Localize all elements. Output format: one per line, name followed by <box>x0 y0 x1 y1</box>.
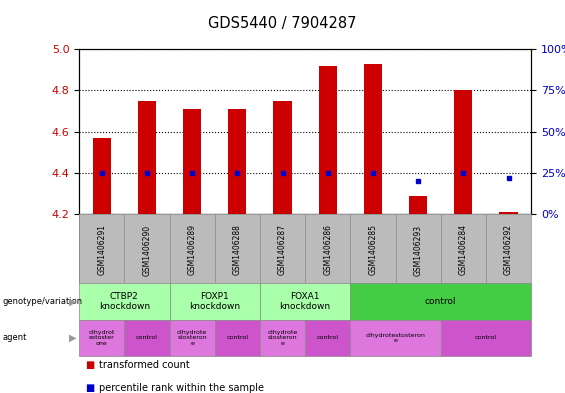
Bar <box>79 283 170 320</box>
Text: control: control <box>317 336 338 340</box>
Bar <box>228 109 246 214</box>
Text: GSM1406292: GSM1406292 <box>504 224 513 275</box>
Bar <box>305 320 350 356</box>
Text: FOXA1
knockdown: FOXA1 knockdown <box>280 292 331 311</box>
Text: dihydrote
stosteron
e: dihydrote stosteron e <box>177 330 207 346</box>
Text: dihydrote
stosteron
e: dihydrote stosteron e <box>267 330 298 346</box>
Text: GSM1406290: GSM1406290 <box>142 224 151 275</box>
Text: transformed count: transformed count <box>99 360 190 369</box>
Text: GSM1406284: GSM1406284 <box>459 224 468 275</box>
Bar <box>124 320 170 356</box>
Bar <box>319 66 337 214</box>
Text: ■: ■ <box>85 383 94 393</box>
Text: dihydrotestosteron
e: dihydrotestosteron e <box>366 332 425 343</box>
Bar <box>93 138 111 214</box>
Bar <box>260 283 350 320</box>
Bar <box>260 320 305 356</box>
Text: genotype/variation: genotype/variation <box>3 297 83 306</box>
Text: GDS5440 / 7904287: GDS5440 / 7904287 <box>208 16 357 31</box>
Text: GSM1406287: GSM1406287 <box>278 224 287 275</box>
Bar <box>170 320 215 356</box>
Text: GSM1406293: GSM1406293 <box>414 224 423 275</box>
Bar <box>441 320 531 356</box>
Text: percentile rank within the sample: percentile rank within the sample <box>99 383 264 393</box>
Text: GSM1406285: GSM1406285 <box>368 224 377 275</box>
Text: ▶: ▶ <box>69 297 76 307</box>
Bar <box>215 320 260 356</box>
Text: GSM1406289: GSM1406289 <box>188 224 197 275</box>
Text: control: control <box>136 336 158 340</box>
Text: FOXP1
knockdown: FOXP1 knockdown <box>189 292 240 311</box>
Bar <box>499 212 518 214</box>
Bar <box>454 90 472 214</box>
Text: control: control <box>227 336 248 340</box>
Text: dihydrot
estoster
one: dihydrot estoster one <box>89 330 115 346</box>
Text: GSM1406288: GSM1406288 <box>233 224 242 275</box>
Bar <box>350 320 441 356</box>
Bar <box>409 196 427 214</box>
Text: CTBP2
knockdown: CTBP2 knockdown <box>99 292 150 311</box>
Bar <box>79 320 124 356</box>
Bar <box>170 283 260 320</box>
Text: ■: ■ <box>85 360 94 369</box>
Bar <box>273 101 292 214</box>
Text: control: control <box>425 297 457 306</box>
Bar <box>138 101 156 214</box>
Text: ▶: ▶ <box>69 333 76 343</box>
Text: GSM1406291: GSM1406291 <box>97 224 106 275</box>
Bar <box>183 109 201 214</box>
Text: agent: agent <box>3 334 27 342</box>
Bar <box>364 64 382 214</box>
Text: control: control <box>475 336 497 340</box>
Text: GSM1406286: GSM1406286 <box>323 224 332 275</box>
Bar <box>350 283 531 320</box>
